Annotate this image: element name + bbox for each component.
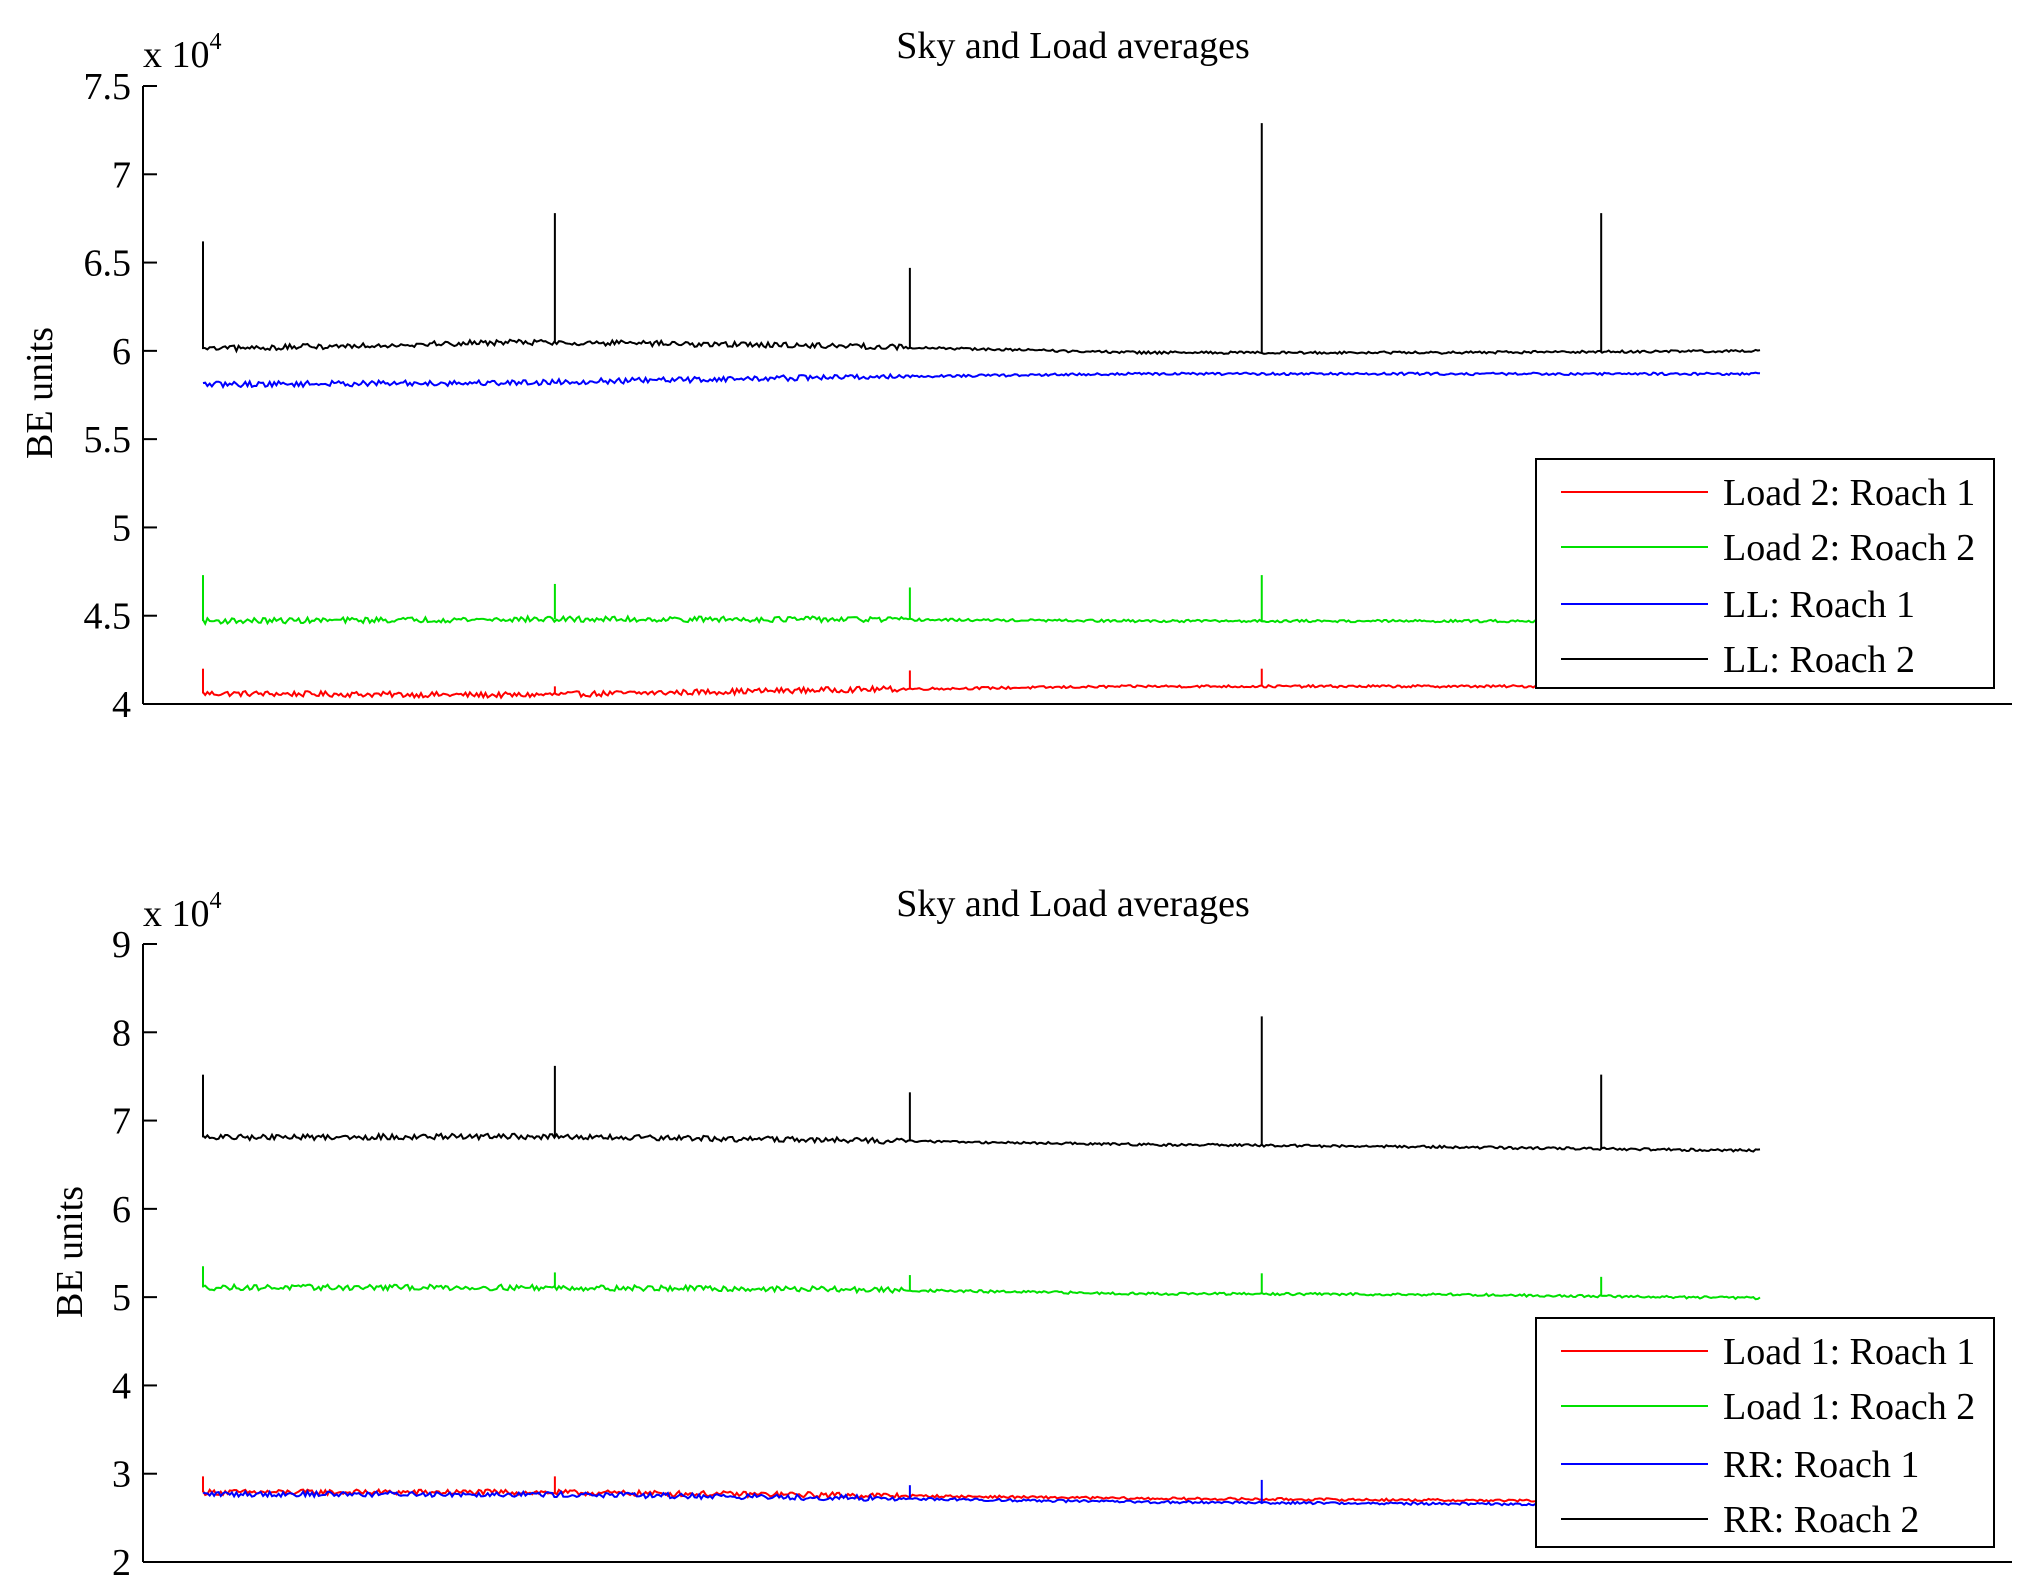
y-tick-label: 4 (112, 1365, 131, 1407)
legend-label: Load 1: Roach 2 (1723, 1386, 1975, 1428)
y-tick-label: 5 (112, 507, 131, 549)
series-line (202, 1282, 1761, 1301)
y-axis-label: BE units (19, 327, 61, 459)
y-tick-label: 3 (112, 1454, 131, 1496)
y-tick-label: 4.5 (84, 596, 132, 638)
y-axis-ticks: 2 3 4 5 6 7 8 9 (112, 924, 157, 1584)
y-tick-label: 9 (112, 924, 131, 966)
y-tick-label: 6 (112, 331, 131, 373)
y-exponent-label: x 104 (143, 888, 222, 935)
legend-label: Load 2: Roach 2 (1723, 527, 1975, 569)
series-line (202, 1131, 1761, 1153)
chart-top: Sky and Load averages x 104 BE units 4 4.… (19, 25, 2012, 726)
chart-title: Sky and Load averages (896, 25, 1250, 67)
legend-label: Load 2: Roach 1 (1723, 472, 1975, 514)
legend-label: LL: Roach 2 (1723, 639, 1915, 681)
legend-label: RR: Roach 1 (1723, 1444, 1919, 1486)
legend: Load 2: Roach 1 Load 2: Roach 2 LL: Roach … (1535, 458, 1995, 689)
y-tick-label: 5 (112, 1277, 131, 1319)
y-tick-label: 4 (112, 684, 131, 726)
plot-area (202, 1016, 1761, 1509)
y-tick-label: 6 (112, 1189, 131, 1231)
y-axis-label: BE units (49, 1186, 91, 1318)
legend-box (1535, 1317, 1995, 1548)
y-exponent-label: x 104 (143, 29, 222, 76)
series-line (202, 1489, 1761, 1509)
y-tick-label: 7 (112, 154, 131, 196)
y-tick-label: 5.5 (84, 419, 132, 461)
series-line (202, 614, 1761, 626)
plot-area (202, 123, 1761, 700)
y-tick-label: 8 (112, 1012, 131, 1054)
chart-title: Sky and Load averages (896, 883, 1250, 925)
legend-label: Load 1: Roach 1 (1723, 1331, 1975, 1373)
series-line (202, 371, 1761, 390)
series-line (202, 1487, 1761, 1505)
y-tick-label: 7.5 (84, 66, 132, 108)
legend-box (1535, 458, 1995, 689)
series-line (202, 683, 1761, 700)
y-tick-label: 2 (112, 1542, 131, 1584)
legend: Load 1: Roach 1 Load 1: Roach 2 RR: Roach … (1535, 1317, 1995, 1548)
legend-label: RR: Roach 2 (1723, 1499, 1919, 1541)
y-tick-label: 6.5 (84, 243, 132, 285)
y-tick-label: 7 (112, 1101, 131, 1143)
y-axis-ticks: 4 4.5 5 5.5 6 6.5 7 7.5 (84, 66, 157, 726)
series-line (202, 338, 1761, 356)
chart-bottom: Sky and Load averages x 104 BE units 2 3 4… (49, 883, 2012, 1584)
legend-label: LL: Roach 1 (1723, 584, 1915, 626)
